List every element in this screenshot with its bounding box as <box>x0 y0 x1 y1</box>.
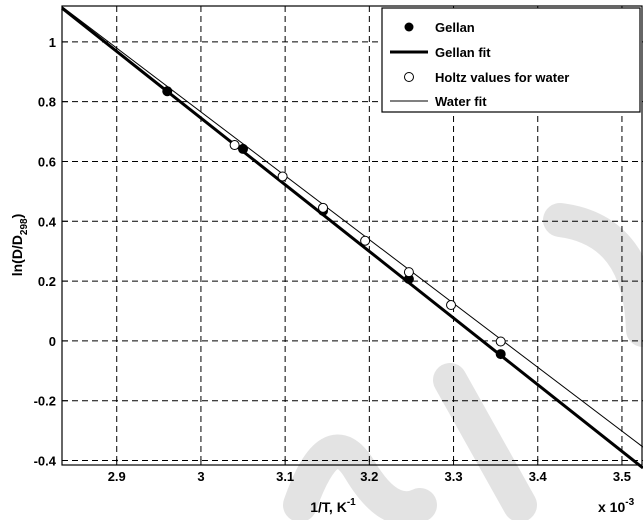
holtz-water-point <box>495 336 506 347</box>
x-axis-label: 1/T, K-1 <box>310 497 356 515</box>
y-tick-label: -0.2 <box>34 394 56 409</box>
y-tick-label: 0.2 <box>38 274 56 289</box>
legend-label-holtz: Holtz values for water <box>435 70 569 85</box>
holtz-water-point <box>446 300 457 311</box>
gellan-point <box>495 349 506 360</box>
y-tick-label: 0 <box>49 334 56 349</box>
watermark <box>283 203 643 520</box>
y-tick-label: 0.4 <box>38 214 57 229</box>
fit-lines <box>61 6 643 470</box>
water-fit-line <box>61 6 643 448</box>
holtz-water-point <box>277 171 288 182</box>
y-tick-label: 0.6 <box>38 154 56 169</box>
x-tick-label: 3.4 <box>529 469 548 484</box>
holtz-water-point <box>318 202 329 213</box>
y-tick-label: 0.8 <box>38 95 56 110</box>
x-tick-label: 3.2 <box>360 469 378 484</box>
plot-frame <box>61 5 643 466</box>
y-tick-label: -0.4 <box>34 454 57 469</box>
gellan-fit-line <box>61 6 643 470</box>
legend-label-gellan: Gellan <box>435 20 475 35</box>
holtz-water-point <box>403 267 414 278</box>
gellan-point <box>162 86 173 97</box>
x-axis-multiplier: x 10-3 <box>598 497 635 515</box>
legend: Gellan Gellan fit Holtz values for water… <box>381 7 641 113</box>
x-tick-labels: 2.9 3 3.1 3.2 3.3 3.4 3.5 <box>108 469 631 484</box>
legend-box <box>381 7 641 113</box>
legend-marker-gellan <box>404 22 414 32</box>
holtz-water-point <box>360 235 371 246</box>
y-tick-labels: -0.4 -0.2 0 0.2 0.4 0.6 0.8 1 <box>34 35 57 469</box>
gellan-point <box>238 143 249 154</box>
x-tick-label: 3 <box>197 469 204 484</box>
x-tick-label: 3.3 <box>445 469 463 484</box>
holtz-water-point <box>229 140 240 151</box>
legend-label-gellan-fit: Gellan fit <box>435 45 491 60</box>
data-points <box>162 86 506 360</box>
x-tick-label: 3.1 <box>276 469 294 484</box>
x-tick-label: 3.5 <box>613 469 631 484</box>
legend-label-water-fit: Water fit <box>435 94 487 109</box>
y-axis-label: ln(D/D298) <box>9 214 30 277</box>
y-tick-label: 1 <box>49 35 56 50</box>
x-tick-label: 2.9 <box>108 469 126 484</box>
legend-marker-holtz <box>404 72 414 82</box>
